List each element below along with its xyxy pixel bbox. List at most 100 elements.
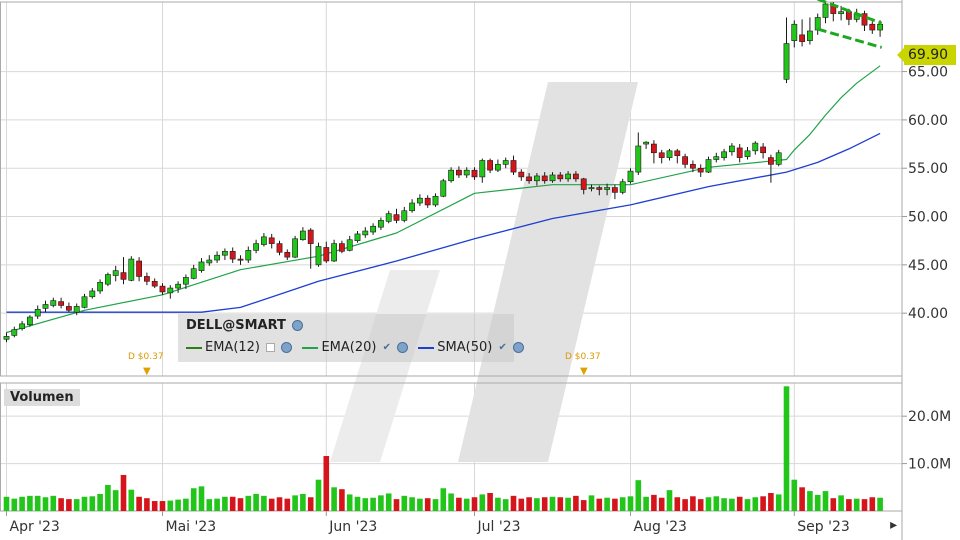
candle bbox=[783, 17, 790, 84]
legend-item-ema20[interactable]: EMA(20) ✔ bbox=[302, 340, 409, 355]
candle bbox=[479, 158, 486, 183]
candle bbox=[377, 217, 384, 231]
volume-bar bbox=[300, 493, 306, 511]
indicator-settings-icon[interactable] bbox=[397, 342, 409, 353]
symbol-settings-icon[interactable] bbox=[292, 320, 304, 331]
volume-bar bbox=[549, 496, 556, 511]
candle bbox=[19, 320, 25, 331]
candle bbox=[806, 17, 813, 45]
date-tick-label: Aug '23 bbox=[634, 519, 687, 535]
volume-bar bbox=[729, 498, 735, 511]
candle bbox=[198, 258, 205, 273]
candle bbox=[385, 210, 392, 224]
candle bbox=[604, 183, 610, 196]
candle-body bbox=[650, 143, 657, 154]
candle bbox=[299, 227, 306, 241]
volume-bar bbox=[112, 490, 119, 511]
candle-body bbox=[697, 167, 704, 173]
candle-body bbox=[401, 210, 408, 221]
candle bbox=[424, 195, 431, 208]
candle bbox=[775, 149, 782, 167]
volume-bar bbox=[627, 496, 634, 511]
indicator-settings-icon[interactable] bbox=[281, 342, 293, 353]
indicator-settings-icon[interactable] bbox=[512, 342, 524, 353]
volume-bar bbox=[222, 496, 228, 511]
volume-bar bbox=[565, 497, 571, 511]
legend-label-sma50: SMA(50) bbox=[437, 340, 493, 355]
candle-body bbox=[440, 180, 447, 197]
candle-body bbox=[377, 220, 384, 228]
candle bbox=[393, 208, 400, 224]
checkmark-icon[interactable]: ✔ bbox=[498, 342, 507, 353]
last-price-tag: 69.90 bbox=[897, 45, 956, 65]
candle-body bbox=[284, 251, 291, 258]
volume-bar bbox=[697, 499, 704, 511]
volume-bar bbox=[690, 496, 696, 511]
candle bbox=[760, 143, 766, 159]
volume-bar bbox=[448, 493, 454, 511]
candle bbox=[260, 232, 267, 247]
candle-body bbox=[877, 23, 883, 31]
candle-body bbox=[409, 202, 415, 212]
price-tick-label: 40.00 bbox=[908, 306, 948, 322]
candle-body bbox=[81, 296, 88, 308]
legend-item-sma50[interactable]: SMA(50) ✔ bbox=[418, 340, 524, 355]
candle bbox=[869, 21, 876, 34]
candle bbox=[97, 279, 103, 294]
legend-item-ema12[interactable]: EMA(12) bbox=[186, 340, 293, 355]
watermark-logo bbox=[330, 82, 638, 462]
candle-body bbox=[533, 175, 540, 182]
candle bbox=[432, 193, 439, 207]
volume-bar bbox=[822, 491, 829, 511]
candle-body bbox=[791, 23, 798, 41]
volume-bar bbox=[175, 499, 181, 511]
visibility-toggle-icon[interactable] bbox=[266, 343, 276, 352]
checkmark-icon[interactable]: ✔ bbox=[382, 342, 391, 353]
volume-bar bbox=[588, 495, 595, 511]
candle bbox=[58, 297, 64, 309]
volume-bar bbox=[502, 499, 509, 511]
candle bbox=[175, 281, 181, 293]
volume-bar bbox=[354, 496, 361, 511]
candle-body bbox=[705, 159, 712, 173]
volume-bar bbox=[214, 498, 220, 511]
candle bbox=[791, 20, 798, 48]
candle-body bbox=[268, 237, 275, 244]
candle bbox=[183, 274, 189, 290]
volume-bar bbox=[869, 497, 876, 511]
channel-lower-line bbox=[817, 27, 883, 49]
candle bbox=[455, 166, 462, 178]
volume-bar bbox=[34, 495, 41, 511]
candle-body bbox=[42, 304, 49, 309]
candle bbox=[861, 10, 868, 31]
volume-bar bbox=[471, 497, 478, 511]
volume-bar bbox=[682, 499, 688, 511]
candle-body bbox=[276, 243, 283, 253]
candle-body bbox=[3, 336, 10, 340]
indicator-lines bbox=[6, 65, 881, 334]
candle bbox=[151, 278, 158, 289]
candle-body bbox=[806, 30, 813, 41]
candle-body bbox=[128, 258, 135, 281]
candle bbox=[105, 272, 111, 287]
last-price-value: 69.90 bbox=[908, 47, 949, 63]
volume-bar bbox=[658, 497, 665, 511]
legend-items: EMA(12) EMA(20) ✔ SMA(50) ✔ bbox=[186, 340, 530, 355]
volume-bar bbox=[393, 499, 400, 511]
volume-bar bbox=[307, 497, 314, 511]
candle bbox=[588, 184, 595, 192]
candle-body bbox=[674, 150, 681, 156]
volume-bar bbox=[339, 489, 345, 511]
candle bbox=[229, 247, 236, 263]
legend-label-ema12: EMA(12) bbox=[205, 340, 261, 355]
volume-bar bbox=[66, 499, 72, 511]
candle-body bbox=[416, 197, 423, 204]
volume-bar bbox=[877, 497, 883, 511]
volume-bar bbox=[534, 498, 540, 511]
candle-body bbox=[175, 283, 181, 289]
candle-body bbox=[736, 147, 743, 158]
candle bbox=[728, 143, 735, 156]
volume-bar bbox=[315, 479, 322, 511]
candle-body bbox=[775, 152, 782, 165]
candle-body bbox=[120, 272, 127, 280]
